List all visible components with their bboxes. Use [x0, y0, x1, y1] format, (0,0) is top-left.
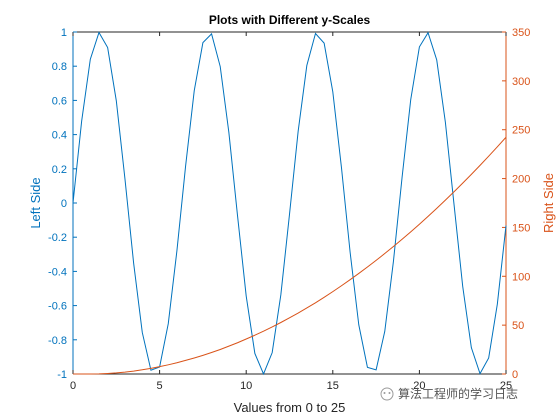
left-y-tick-label: -1 [57, 369, 67, 381]
right-y-tick-label: 150 [512, 222, 530, 234]
wechat-icon [380, 387, 394, 401]
x-tick-label: 10 [240, 380, 252, 392]
left-y-tick-label: 0.8 [52, 61, 67, 73]
x-tick-label: 0 [70, 380, 76, 392]
left-y-tick-label: 0 [61, 198, 67, 210]
left-y-tick-label: 0.4 [52, 130, 67, 142]
right-series-line [73, 136, 507, 375]
left-y-tick-label: 0.2 [52, 164, 67, 176]
right-y-tick-label: 200 [512, 174, 530, 186]
x-tick-label: 25 [500, 380, 512, 392]
x-tick-label: 20 [413, 380, 425, 392]
x-tick-label: 15 [327, 380, 339, 392]
chart-title: Plots with Different y-Scales [209, 13, 371, 27]
right-y-tick-label: 100 [512, 271, 530, 283]
watermark: 算法工程师的学习日志 [380, 386, 518, 401]
right-y-tick-label: 0 [512, 369, 518, 381]
left-series-line [72, 31, 507, 376]
right-y-tick-label: 250 [512, 125, 530, 137]
right-y-tick-label: 350 [512, 27, 530, 39]
left-y-axis-label: Left Side [28, 177, 43, 228]
left-y-tick-label: -0.6 [48, 301, 67, 313]
left-y-tick-label: -0.4 [48, 266, 67, 278]
right-y-axis-label: Right Side [541, 173, 556, 233]
x-axis-label: Values from 0 to 25 [234, 400, 346, 415]
watermark-text: 算法工程师的学习日志 [398, 386, 518, 401]
right-y-tick-label: 50 [512, 320, 524, 332]
right-y-tick-label: 300 [512, 76, 530, 88]
left-y-tick-label: -0.8 [48, 335, 67, 347]
x-tick-label: 5 [157, 380, 163, 392]
left-y-tick-label: -0.2 [48, 232, 67, 244]
left-y-tick-label: 1 [61, 27, 67, 39]
left-y-tick-label: 0.6 [52, 95, 67, 107]
